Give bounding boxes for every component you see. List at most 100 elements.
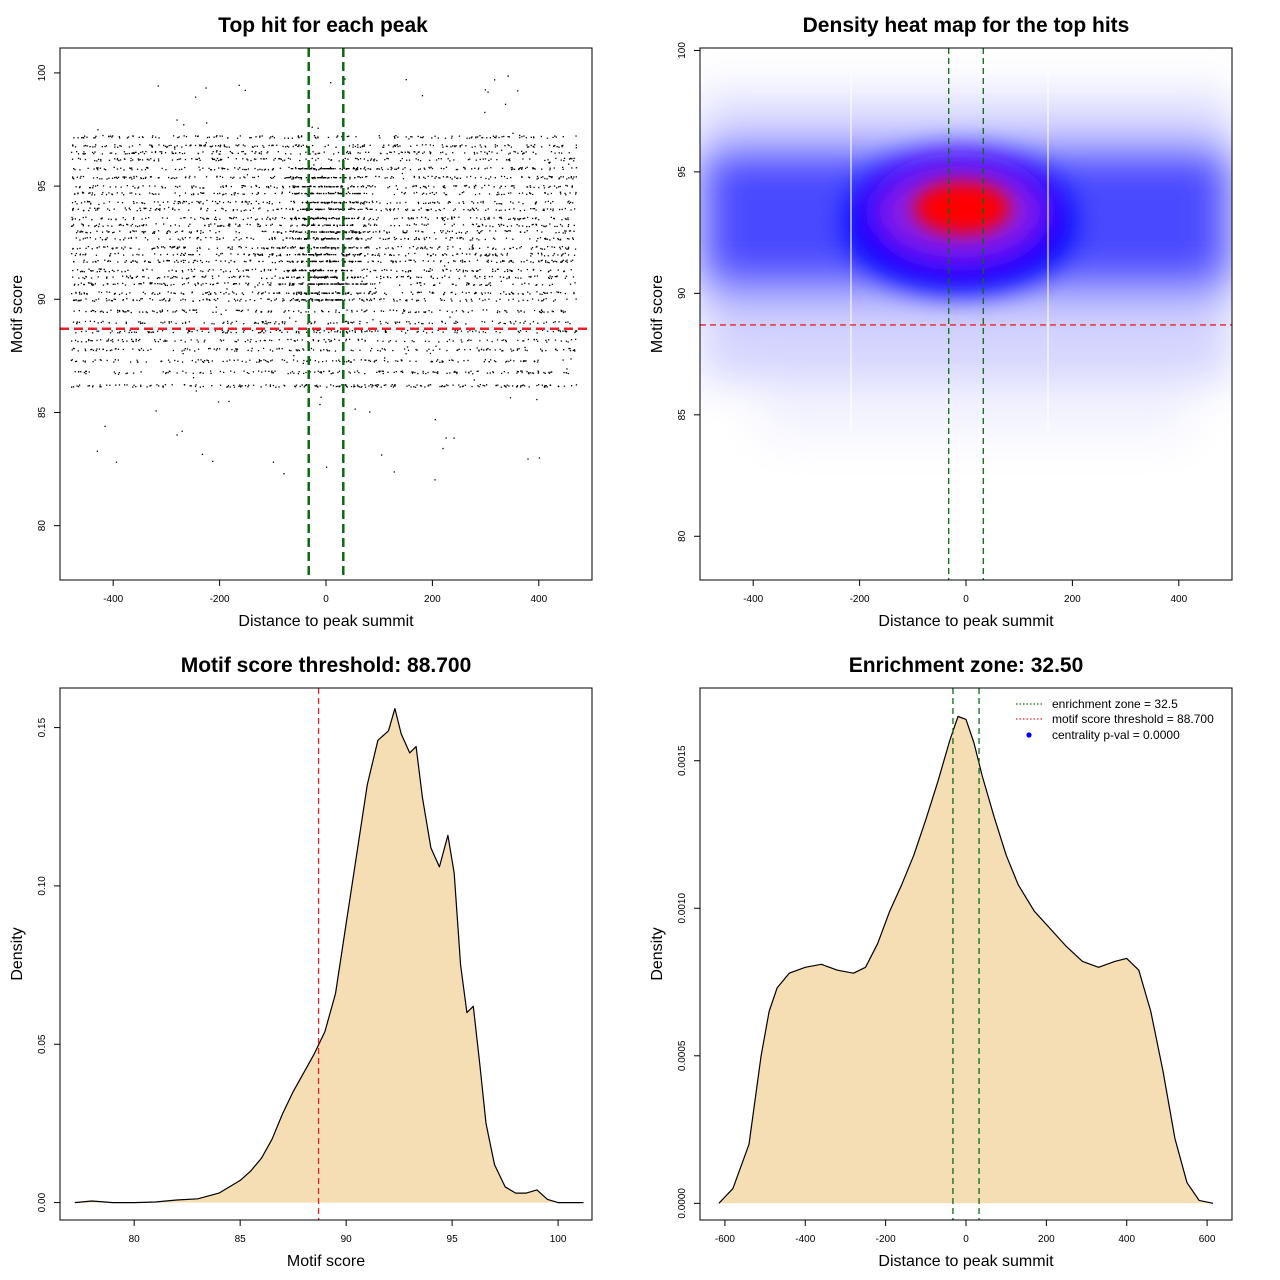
scatter-point — [113, 361, 115, 363]
scatter-point — [281, 331, 283, 333]
scatter-point — [395, 340, 397, 342]
scatter-point — [429, 151, 431, 153]
scatter-point — [560, 292, 562, 294]
scatter-point — [77, 208, 79, 210]
scatter-point — [144, 208, 146, 210]
scatter-point — [188, 203, 190, 205]
scatter-point — [287, 146, 290, 148]
scatter-point — [404, 237, 406, 240]
scatter-point — [202, 283, 204, 285]
scatter-point — [510, 259, 513, 262]
scatter-point — [70, 225, 73, 227]
scatter-point — [106, 178, 108, 180]
scatter-point — [369, 168, 372, 170]
scatter-point — [352, 208, 354, 210]
scatter-point — [489, 253, 491, 255]
scatter-point — [575, 144, 577, 146]
scatter-point — [561, 254, 563, 256]
scatter-point — [328, 339, 330, 341]
scatter-point — [298, 237, 301, 239]
scatter-point — [297, 373, 299, 375]
scatter-point — [311, 269, 313, 272]
scatter-point — [327, 238, 329, 240]
scatter-point — [76, 248, 79, 250]
scatter-point — [174, 146, 176, 148]
scatter-point — [127, 269, 129, 271]
scatter-point — [564, 277, 566, 279]
scatter-point — [119, 137, 121, 139]
scatter-point — [401, 370, 403, 372]
scatter-point — [544, 385, 547, 387]
scatter-point — [414, 252, 416, 255]
scatter-point — [439, 261, 442, 263]
scatter-point — [319, 177, 321, 179]
scatter-point — [159, 292, 161, 295]
scatter-point — [91, 194, 93, 196]
scatter-point — [118, 159, 120, 162]
scatter-point — [216, 202, 218, 205]
scatter-point — [196, 200, 198, 203]
scatter-point — [445, 153, 447, 155]
scatter-point — [116, 159, 119, 161]
scatter-point — [274, 157, 276, 160]
scatter-point — [229, 201, 231, 204]
scatter-point — [394, 321, 396, 323]
scatter-point — [543, 187, 546, 189]
scatter-point — [149, 385, 151, 387]
scatter-point — [303, 372, 305, 375]
scatter-point — [259, 360, 261, 362]
scatter-point — [113, 371, 115, 373]
scatter-point — [71, 219, 73, 221]
scatter-point — [475, 270, 478, 272]
scatter-point — [194, 283, 196, 285]
scatter-point — [288, 284, 291, 286]
scatter-point — [455, 185, 458, 187]
scatter-point — [565, 372, 568, 374]
scatter-point — [376, 159, 378, 162]
scatter-point — [209, 283, 212, 285]
scatter-point — [305, 192, 307, 195]
scatter-point — [354, 331, 356, 333]
scatter-point — [73, 168, 75, 170]
scatter-point — [115, 384, 117, 386]
scatter-point — [91, 348, 93, 350]
scatter-point — [334, 338, 336, 340]
scatter-point — [329, 322, 332, 324]
scatter-point — [144, 260, 146, 262]
scatter-point — [375, 175, 377, 177]
scatter-point — [86, 145, 88, 147]
scatter-point — [439, 246, 441, 248]
scatter-point — [261, 230, 263, 232]
scatter-point — [565, 194, 567, 196]
scatter-point — [359, 146, 362, 148]
scatter-point — [399, 160, 402, 162]
scatter-point — [421, 231, 423, 233]
scatter-point — [562, 359, 564, 361]
scatter-point — [462, 201, 464, 203]
scatter-point — [305, 311, 307, 313]
scatter-point — [429, 159, 431, 161]
scatter-point — [323, 349, 325, 351]
scatter-point — [222, 331, 224, 334]
scatter-point — [374, 384, 376, 386]
scatter-point — [392, 386, 395, 388]
scatter-point — [294, 385, 296, 387]
scatter-point — [401, 292, 404, 294]
scatter-point — [351, 217, 353, 220]
scatter-point — [543, 225, 545, 227]
scatter-point — [444, 223, 446, 225]
scatter-point — [223, 193, 225, 195]
scatter-point — [521, 225, 524, 227]
scatter-point — [559, 246, 561, 248]
scatter-point — [329, 254, 331, 256]
scatter-point — [220, 186, 222, 188]
scatter-point — [512, 385, 514, 387]
scatter-point — [377, 260, 379, 263]
scatter-point — [461, 385, 464, 388]
scatter-point — [114, 298, 117, 301]
scatter-point — [96, 209, 99, 211]
scatter-point — [452, 254, 454, 257]
scatter-point — [364, 166, 366, 168]
scatter-point — [194, 385, 197, 388]
scatter-point — [465, 371, 467, 373]
